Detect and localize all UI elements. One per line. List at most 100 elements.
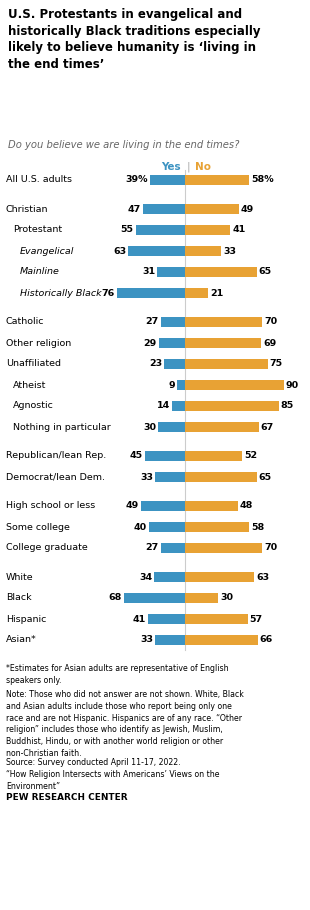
- Bar: [185, 246, 221, 256]
- Text: 48: 48: [240, 501, 253, 511]
- Text: |: |: [187, 162, 191, 173]
- Text: White: White: [6, 572, 33, 581]
- Bar: [185, 635, 258, 645]
- Text: 29: 29: [144, 339, 157, 348]
- Text: 30: 30: [143, 422, 156, 431]
- Text: 58%: 58%: [251, 176, 273, 185]
- Bar: [144, 451, 185, 461]
- Text: U.S. Protestants in evangelical and
historically Black traditions especially
lik: U.S. Protestants in evangelical and hist…: [8, 8, 260, 70]
- Bar: [157, 267, 185, 277]
- Text: Black: Black: [6, 593, 32, 602]
- Bar: [185, 422, 259, 432]
- Text: 27: 27: [145, 543, 159, 552]
- Bar: [159, 338, 185, 348]
- Bar: [185, 288, 208, 298]
- Text: Note: Those who did not answer are not shown. White, Black
and Asian adults incl: Note: Those who did not answer are not s…: [6, 690, 244, 758]
- Text: 33: 33: [140, 635, 153, 644]
- Text: 70: 70: [264, 318, 277, 327]
- Text: Evangelical: Evangelical: [20, 247, 74, 256]
- Bar: [155, 472, 185, 482]
- Bar: [161, 317, 185, 327]
- Text: 23: 23: [149, 359, 162, 369]
- Text: Protestant: Protestant: [13, 226, 62, 235]
- Text: 58: 58: [251, 522, 264, 531]
- Bar: [185, 543, 262, 553]
- Text: Democrat/lean Dem.: Democrat/lean Dem.: [6, 472, 105, 481]
- Text: High school or less: High school or less: [6, 501, 95, 511]
- Text: Historically Black: Historically Black: [20, 288, 102, 298]
- Text: 41: 41: [232, 226, 245, 235]
- Bar: [185, 572, 254, 582]
- Text: Christian: Christian: [6, 205, 48, 214]
- Bar: [185, 593, 218, 603]
- Text: 76: 76: [101, 288, 115, 298]
- Text: Source: Survey conducted April 11-17, 2022.
“How Religion Intersects with Americ: Source: Survey conducted April 11-17, 20…: [6, 758, 219, 791]
- Text: 63: 63: [256, 572, 269, 581]
- Text: 33: 33: [140, 472, 153, 481]
- Text: Other religion: Other religion: [6, 339, 71, 348]
- Bar: [148, 614, 185, 624]
- Bar: [177, 380, 185, 390]
- Bar: [155, 635, 185, 645]
- Bar: [185, 175, 249, 185]
- Text: 9: 9: [168, 380, 175, 389]
- Bar: [141, 501, 185, 511]
- Bar: [185, 401, 278, 411]
- Text: College graduate: College graduate: [6, 543, 88, 552]
- Bar: [128, 246, 185, 256]
- Bar: [135, 225, 185, 235]
- Text: 65: 65: [259, 268, 272, 277]
- Text: Atheist: Atheist: [13, 380, 46, 389]
- Text: 68: 68: [108, 593, 122, 602]
- Bar: [185, 451, 242, 461]
- Bar: [185, 267, 256, 277]
- Text: 40: 40: [134, 522, 147, 531]
- Bar: [172, 401, 185, 411]
- Text: 70: 70: [264, 543, 277, 552]
- Text: 90: 90: [286, 380, 299, 389]
- Text: 63: 63: [113, 247, 126, 256]
- Text: 34: 34: [139, 572, 153, 581]
- Text: Catholic: Catholic: [6, 318, 45, 327]
- Text: 65: 65: [259, 472, 272, 481]
- Bar: [150, 175, 185, 185]
- Bar: [185, 317, 262, 327]
- Text: Do you believe we are living in the end times?: Do you believe we are living in the end …: [8, 140, 239, 150]
- Text: 57: 57: [250, 614, 263, 623]
- Text: Hispanic: Hispanic: [6, 614, 46, 623]
- Text: 31: 31: [142, 268, 155, 277]
- Bar: [185, 522, 249, 532]
- Bar: [185, 359, 268, 369]
- Text: 14: 14: [157, 401, 171, 410]
- Text: 39%: 39%: [126, 176, 148, 185]
- Bar: [185, 501, 238, 511]
- Bar: [185, 614, 248, 624]
- Text: All U.S. adults: All U.S. adults: [6, 176, 72, 185]
- Bar: [185, 225, 230, 235]
- Text: 21: 21: [210, 288, 223, 298]
- Bar: [161, 543, 185, 553]
- Bar: [117, 288, 185, 298]
- Text: 52: 52: [244, 451, 257, 460]
- Text: 67: 67: [261, 422, 274, 431]
- Text: 49: 49: [126, 501, 139, 511]
- Bar: [124, 593, 185, 603]
- Text: Unaffiliated: Unaffiliated: [6, 359, 61, 369]
- Text: 30: 30: [220, 593, 233, 602]
- Text: 55: 55: [121, 226, 134, 235]
- Text: Yes: Yes: [162, 162, 181, 172]
- Bar: [143, 204, 185, 214]
- Text: 33: 33: [223, 247, 236, 256]
- Text: 85: 85: [281, 401, 294, 410]
- Bar: [164, 359, 185, 369]
- Text: 41: 41: [133, 614, 146, 623]
- Text: *Estimates for Asian adults are representative of English
speakers only.: *Estimates for Asian adults are represen…: [6, 664, 229, 685]
- Bar: [158, 422, 185, 432]
- Text: 27: 27: [145, 318, 159, 327]
- Text: 49: 49: [241, 205, 254, 214]
- Text: Asian*: Asian*: [6, 635, 37, 644]
- Text: Republican/lean Rep.: Republican/lean Rep.: [6, 451, 106, 460]
- Text: No: No: [195, 162, 211, 172]
- Text: 66: 66: [259, 635, 273, 644]
- Text: 75: 75: [269, 359, 283, 369]
